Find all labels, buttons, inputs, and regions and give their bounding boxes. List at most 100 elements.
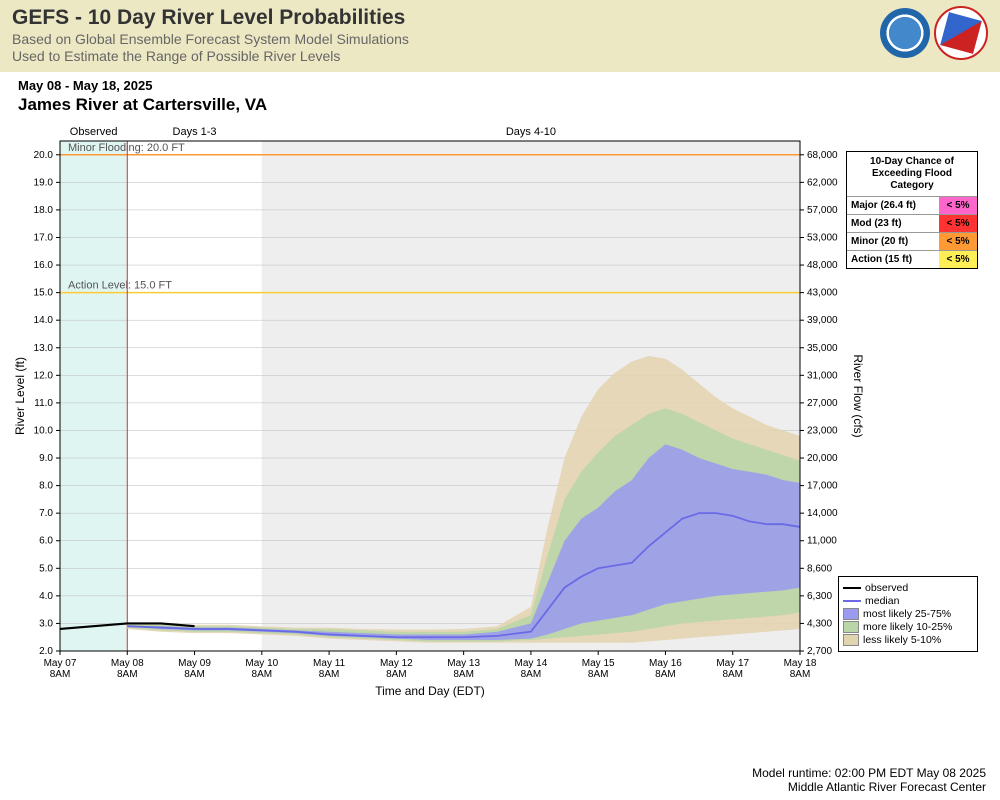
svg-text:13.0: 13.0 xyxy=(34,343,54,354)
header-bar: GEFS - 10 Day River Level Probabilities … xyxy=(0,0,1000,72)
svg-text:8AM: 8AM xyxy=(521,669,542,680)
series-legend-row: observed xyxy=(843,582,973,594)
svg-text:8AM: 8AM xyxy=(588,669,609,680)
legend-label: most likely 25-75% xyxy=(863,608,951,620)
svg-text:9.0: 9.0 xyxy=(39,453,53,464)
svg-text:43,000: 43,000 xyxy=(807,288,838,299)
legend-swatch-line xyxy=(843,587,861,589)
svg-text:May 13: May 13 xyxy=(447,658,480,669)
svg-text:27,000: 27,000 xyxy=(807,398,838,409)
flood-category-legend: 10-Day Chance of Exceeding Flood Categor… xyxy=(846,151,978,269)
svg-text:Minor Flooding: 20.0 FT: Minor Flooding: 20.0 FT xyxy=(68,142,185,154)
legend-swatch-box xyxy=(843,621,859,633)
flood-legend-value: < 5% xyxy=(939,251,977,268)
flood-legend-value: < 5% xyxy=(939,215,977,232)
svg-text:11,000: 11,000 xyxy=(807,536,837,547)
svg-text:68,000: 68,000 xyxy=(807,150,838,161)
svg-text:8AM: 8AM xyxy=(252,669,273,680)
svg-text:8.0: 8.0 xyxy=(39,481,53,492)
svg-text:39,000: 39,000 xyxy=(807,315,838,326)
svg-text:8AM: 8AM xyxy=(50,669,71,680)
series-legend-row: median xyxy=(843,595,973,607)
legend-label: median xyxy=(865,595,899,607)
chart-footer: Model runtime: 02:00 PM EDT May 08 2025 … xyxy=(752,766,986,794)
header-subtitle-2: Used to Estimate the Range of Possible R… xyxy=(12,48,409,64)
svg-text:Days 1-3: Days 1-3 xyxy=(173,126,217,138)
svg-text:15.0: 15.0 xyxy=(34,288,54,299)
svg-text:2.0: 2.0 xyxy=(39,646,53,657)
svg-text:May 07: May 07 xyxy=(44,658,77,669)
svg-text:May 10: May 10 xyxy=(245,658,278,669)
svg-text:May 16: May 16 xyxy=(649,658,682,669)
svg-text:8AM: 8AM xyxy=(117,669,138,680)
svg-text:River Flow (cfs): River Flow (cfs) xyxy=(851,354,865,437)
svg-text:53,000: 53,000 xyxy=(807,232,838,243)
svg-text:River Level (ft): River Level (ft) xyxy=(13,357,27,435)
flood-legend-row: Minor (20 ft)< 5% xyxy=(847,232,977,250)
svg-text:18.0: 18.0 xyxy=(34,205,54,216)
legend-swatch-line xyxy=(843,600,861,602)
legend-swatch-box xyxy=(843,634,859,646)
flood-legend-label: Minor (20 ft) xyxy=(847,233,939,250)
svg-text:3.0: 3.0 xyxy=(39,618,53,629)
svg-text:10.0: 10.0 xyxy=(34,425,54,436)
svg-text:6.0: 6.0 xyxy=(39,536,53,547)
svg-text:8AM: 8AM xyxy=(655,669,676,680)
svg-text:23,000: 23,000 xyxy=(807,425,838,436)
flood-legend-label: Major (26.4 ft) xyxy=(847,197,939,214)
svg-text:May 08: May 08 xyxy=(111,658,144,669)
legend-label: more likely 10-25% xyxy=(863,621,952,633)
svg-text:6,300: 6,300 xyxy=(807,591,832,602)
svg-text:May 09: May 09 xyxy=(178,658,211,669)
svg-text:May 18: May 18 xyxy=(784,658,817,669)
svg-text:16.0: 16.0 xyxy=(34,260,54,271)
svg-text:4,300: 4,300 xyxy=(807,618,832,629)
forecast-center-text: Middle Atlantic River Forecast Center xyxy=(752,780,986,794)
svg-text:May 15: May 15 xyxy=(582,658,615,669)
svg-text:May 12: May 12 xyxy=(380,658,413,669)
chart-container: 2.03.04.05.06.07.08.09.010.011.012.013.0… xyxy=(10,121,990,711)
svg-text:57,000: 57,000 xyxy=(807,205,838,216)
flood-legend-row: Mod (23 ft)< 5% xyxy=(847,214,977,232)
flood-legend-value: < 5% xyxy=(939,197,977,214)
nws-logo-icon xyxy=(934,6,988,60)
svg-text:17,000: 17,000 xyxy=(807,481,838,492)
flood-legend-row: Major (26.4 ft)< 5% xyxy=(847,196,977,214)
series-legend-row: most likely 25-75% xyxy=(843,608,973,620)
svg-text:5.0: 5.0 xyxy=(39,563,53,574)
flood-legend-value: < 5% xyxy=(939,233,977,250)
flood-legend-label: Action (15 ft) xyxy=(847,251,939,268)
svg-text:Days 4-10: Days 4-10 xyxy=(506,126,556,138)
svg-text:7.0: 7.0 xyxy=(39,508,53,519)
flood-legend-row: Action (15 ft)< 5% xyxy=(847,250,977,268)
svg-text:20,000: 20,000 xyxy=(807,453,838,464)
svg-text:8,600: 8,600 xyxy=(807,563,832,574)
svg-text:12.0: 12.0 xyxy=(34,370,54,381)
svg-text:17.0: 17.0 xyxy=(34,232,54,243)
svg-text:62,000: 62,000 xyxy=(807,177,838,188)
svg-text:8AM: 8AM xyxy=(453,669,474,680)
svg-text:20.0: 20.0 xyxy=(34,150,54,161)
header-text: GEFS - 10 Day River Level Probabilities … xyxy=(12,6,409,64)
model-runtime-text: Model runtime: 02:00 PM EDT May 08 2025 xyxy=(752,766,986,780)
svg-text:31,000: 31,000 xyxy=(807,370,838,381)
svg-text:Observed: Observed xyxy=(70,126,118,138)
svg-text:Time and Day (EDT): Time and Day (EDT) xyxy=(375,684,485,698)
noaa-logo-icon xyxy=(880,8,930,58)
svg-text:8AM: 8AM xyxy=(790,669,811,680)
svg-text:Action Level: 15.0 FT: Action Level: 15.0 FT xyxy=(68,280,172,292)
svg-text:2,700: 2,700 xyxy=(807,646,832,657)
svg-text:14.0: 14.0 xyxy=(34,315,54,326)
forecast-date-range: May 08 - May 18, 2025 xyxy=(18,78,982,93)
svg-text:35,000: 35,000 xyxy=(807,343,838,354)
svg-text:8AM: 8AM xyxy=(386,669,407,680)
svg-text:4.0: 4.0 xyxy=(39,591,53,602)
svg-text:8AM: 8AM xyxy=(319,669,340,680)
svg-text:48,000: 48,000 xyxy=(807,260,838,271)
legend-label: observed xyxy=(865,582,908,594)
svg-text:May 11: May 11 xyxy=(313,658,345,669)
river-location: James River at Cartersville, VA xyxy=(18,95,982,115)
svg-text:19.0: 19.0 xyxy=(34,177,54,188)
series-legend-row: more likely 10-25% xyxy=(843,621,973,633)
page-title: GEFS - 10 Day River Level Probabilities xyxy=(12,6,409,30)
